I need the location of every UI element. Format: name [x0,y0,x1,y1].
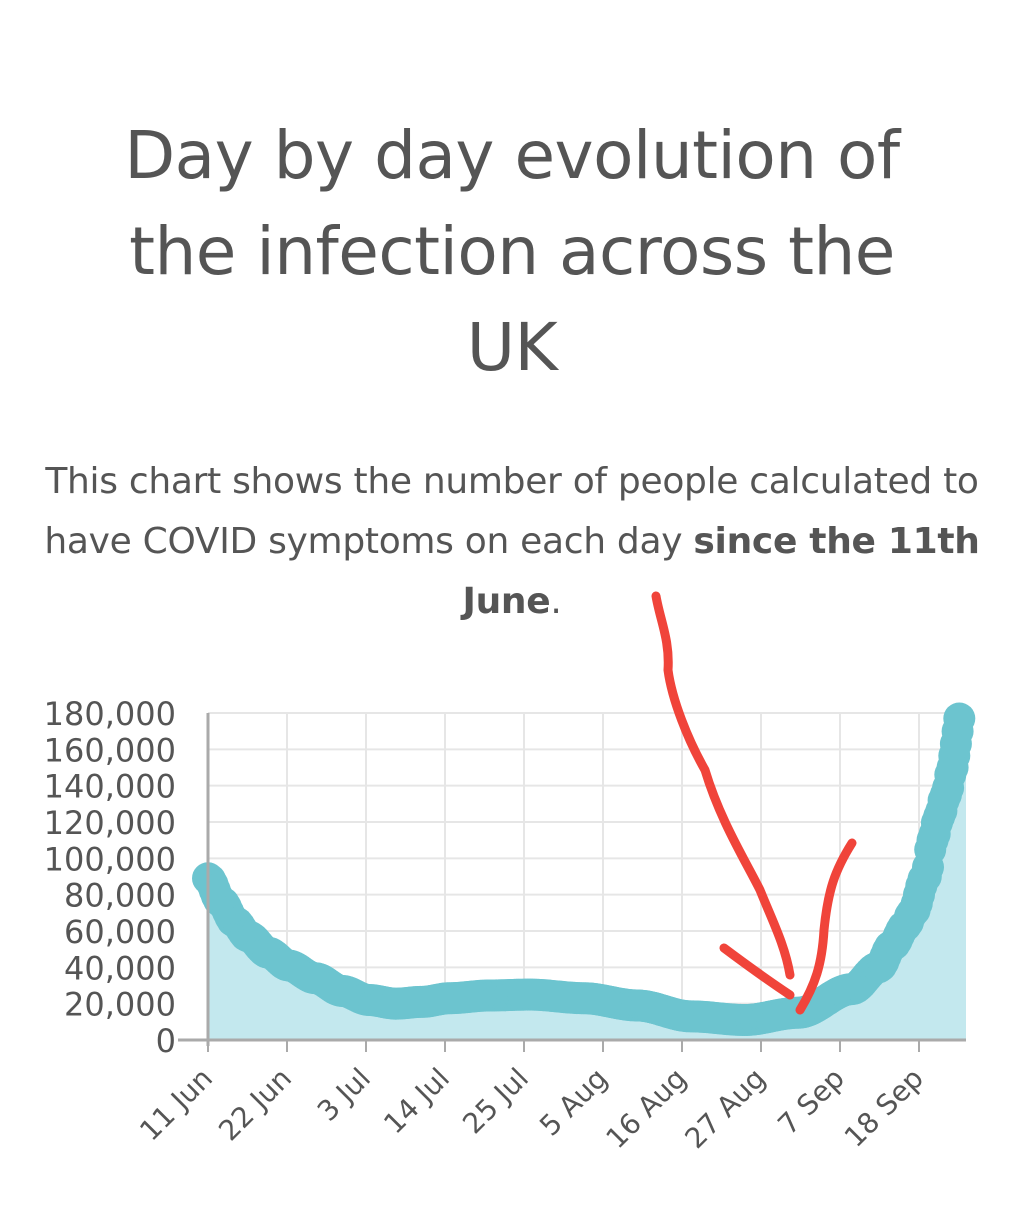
y-tick-label: 40,000 [64,949,176,987]
description-bold-text: since the 11th June [462,521,980,622]
description-suffix: . [550,581,562,622]
y-tick-label: 140,000 [44,768,176,806]
series-area [208,718,966,1040]
y-axis-ticks: 020,00040,00060,00080,000100,000120,0001… [44,695,176,1060]
x-tick-label: 3 Jul [311,1062,377,1128]
x-tick-label: 14 Jul [377,1062,456,1141]
x-tick-label: 27 Aug [678,1062,771,1155]
arrow-head-right [795,838,857,1015]
y-tick-label: 100,000 [44,840,176,878]
red-arrow-annotation [651,591,857,1015]
x-tick-label: 18 Sep [838,1062,930,1154]
y-tick-label: 20,000 [64,986,176,1024]
x-tick-label: 11 Jun [133,1062,219,1148]
y-tick-label: 160,000 [44,731,176,769]
x-tick-label: 16 Aug [599,1062,692,1155]
description-text: This chart shows the number of people ca… [44,461,979,562]
y-tick-label: 180,000 [44,695,176,733]
chart-description: This chart shows the number of people ca… [30,452,994,632]
data-point [943,702,976,735]
x-tick-label: 25 Jul [456,1062,535,1141]
chart-axes [178,713,966,1046]
y-tick-label: 60,000 [64,913,176,951]
y-tick-label: 120,000 [44,804,176,842]
series-points [192,702,976,1036]
y-tick-label: 80,000 [64,877,176,915]
y-tick-label: 0 [156,1022,176,1060]
arrow-shaft [651,591,795,980]
arrow-head-left [719,943,795,1000]
page-title: Day by day evolution of the infection ac… [124,117,900,386]
x-tick-label: 22 Jun [212,1062,298,1148]
